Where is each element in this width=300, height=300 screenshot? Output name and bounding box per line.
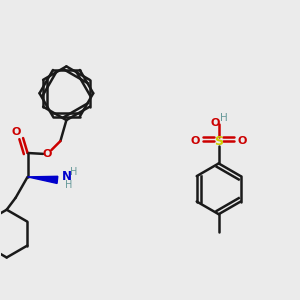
Text: O: O <box>11 127 21 137</box>
Polygon shape <box>28 176 58 183</box>
Text: N: N <box>61 170 71 183</box>
Text: H: H <box>220 113 228 123</box>
Text: O: O <box>238 136 247 146</box>
Text: O: O <box>210 118 220 128</box>
Text: H: H <box>70 167 77 177</box>
Text: H: H <box>65 180 73 190</box>
Text: O: O <box>42 149 52 160</box>
Text: S: S <box>214 134 223 148</box>
Text: O: O <box>190 136 200 146</box>
